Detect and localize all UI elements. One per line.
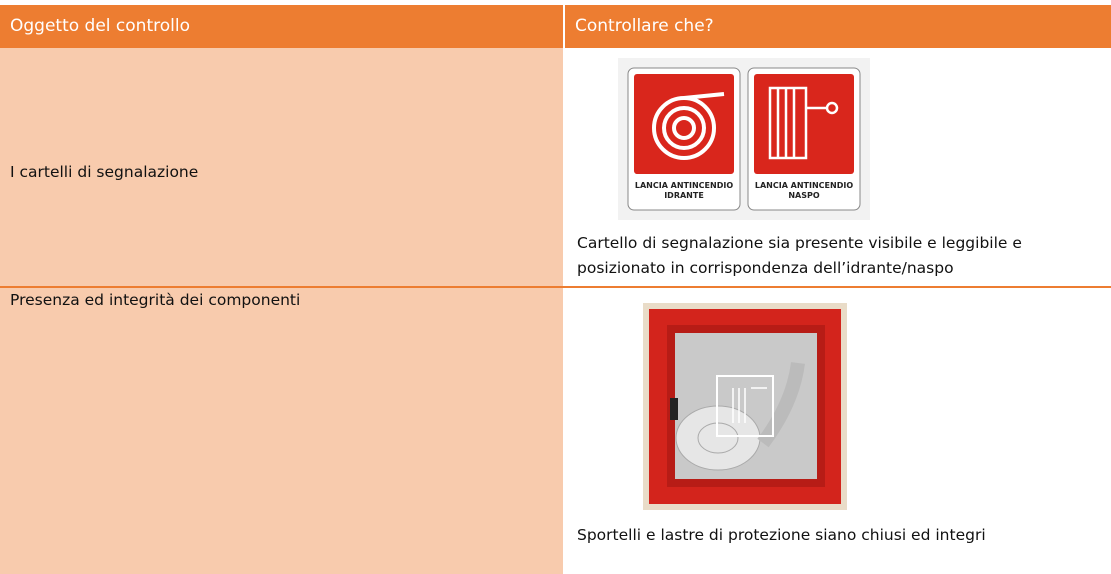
sign-label: NASPO xyxy=(788,191,820,200)
row-cell xyxy=(0,48,563,286)
row-separator xyxy=(0,286,1111,288)
check-text: Sportelli e lastre di protezione siano c… xyxy=(577,526,986,544)
object-text: Presenza ed integrità dei componenti xyxy=(10,291,301,309)
object-text: I cartelli di segnalazione xyxy=(10,163,199,181)
row-cell xyxy=(0,288,563,574)
header-cell: Oggetto del controllo xyxy=(0,5,563,48)
sign-label: IDRANTE xyxy=(664,191,704,200)
header-cell: Controllare che? xyxy=(565,5,1111,48)
sign-label: LANCIA ANTINCENDIO xyxy=(755,181,853,190)
cabinet-image xyxy=(643,303,847,510)
signs-image: LANCIA ANTINCENDIO IDRANTE LANCIA ANTINC… xyxy=(618,58,870,220)
sign-label: LANCIA ANTINCENDIO xyxy=(635,181,733,190)
check-text: Cartello di segnalazione sia presente vi… xyxy=(577,234,1022,277)
